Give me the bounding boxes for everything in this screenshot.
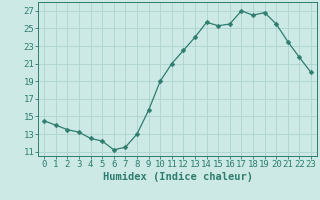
X-axis label: Humidex (Indice chaleur): Humidex (Indice chaleur) [103, 172, 252, 182]
